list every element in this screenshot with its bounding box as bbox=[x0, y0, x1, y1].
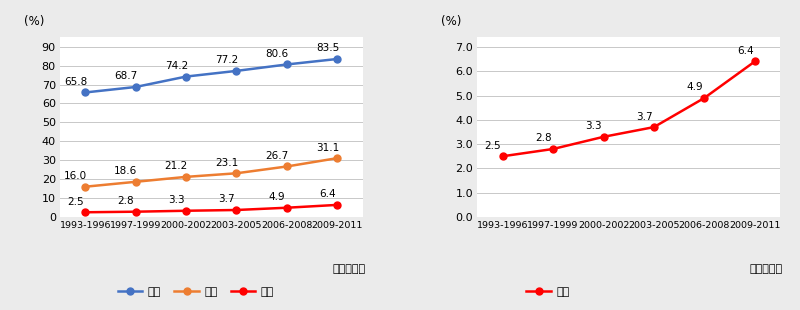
Text: 80.6: 80.6 bbox=[266, 49, 289, 59]
Text: (%): (%) bbox=[441, 15, 462, 28]
Text: 6.4: 6.4 bbox=[737, 46, 754, 56]
Text: 26.7: 26.7 bbox=[266, 151, 289, 161]
Text: 3.3: 3.3 bbox=[168, 195, 185, 205]
Text: 2.5: 2.5 bbox=[67, 197, 84, 207]
Text: 18.6: 18.6 bbox=[114, 166, 138, 176]
Text: （診断年）: （診断年） bbox=[750, 264, 783, 274]
Text: 68.7: 68.7 bbox=[114, 71, 138, 82]
Text: 3.7: 3.7 bbox=[636, 112, 653, 122]
Text: 23.1: 23.1 bbox=[215, 158, 238, 168]
Text: 83.5: 83.5 bbox=[316, 43, 339, 53]
Text: （診断年）: （診断年） bbox=[333, 264, 366, 274]
Text: 31.1: 31.1 bbox=[316, 143, 339, 153]
Text: 77.2: 77.2 bbox=[215, 55, 238, 65]
Text: 2.8: 2.8 bbox=[535, 133, 552, 144]
Legend: 遠隔: 遠隔 bbox=[522, 282, 574, 301]
Text: 2.5: 2.5 bbox=[485, 141, 502, 151]
Text: 4.9: 4.9 bbox=[686, 82, 703, 92]
Text: 3.3: 3.3 bbox=[586, 121, 602, 131]
Text: 16.0: 16.0 bbox=[64, 171, 87, 181]
Text: 4.9: 4.9 bbox=[269, 192, 286, 202]
Text: 74.2: 74.2 bbox=[165, 61, 188, 71]
Text: 21.2: 21.2 bbox=[165, 161, 188, 171]
Text: 6.4: 6.4 bbox=[319, 189, 336, 199]
Legend: 限局, 領域, 遠隔: 限局, 領域, 遠隔 bbox=[114, 282, 278, 301]
Text: 2.8: 2.8 bbox=[118, 196, 134, 206]
Text: (%): (%) bbox=[24, 15, 44, 28]
Text: 65.8: 65.8 bbox=[64, 77, 87, 87]
Text: 3.7: 3.7 bbox=[218, 194, 235, 204]
